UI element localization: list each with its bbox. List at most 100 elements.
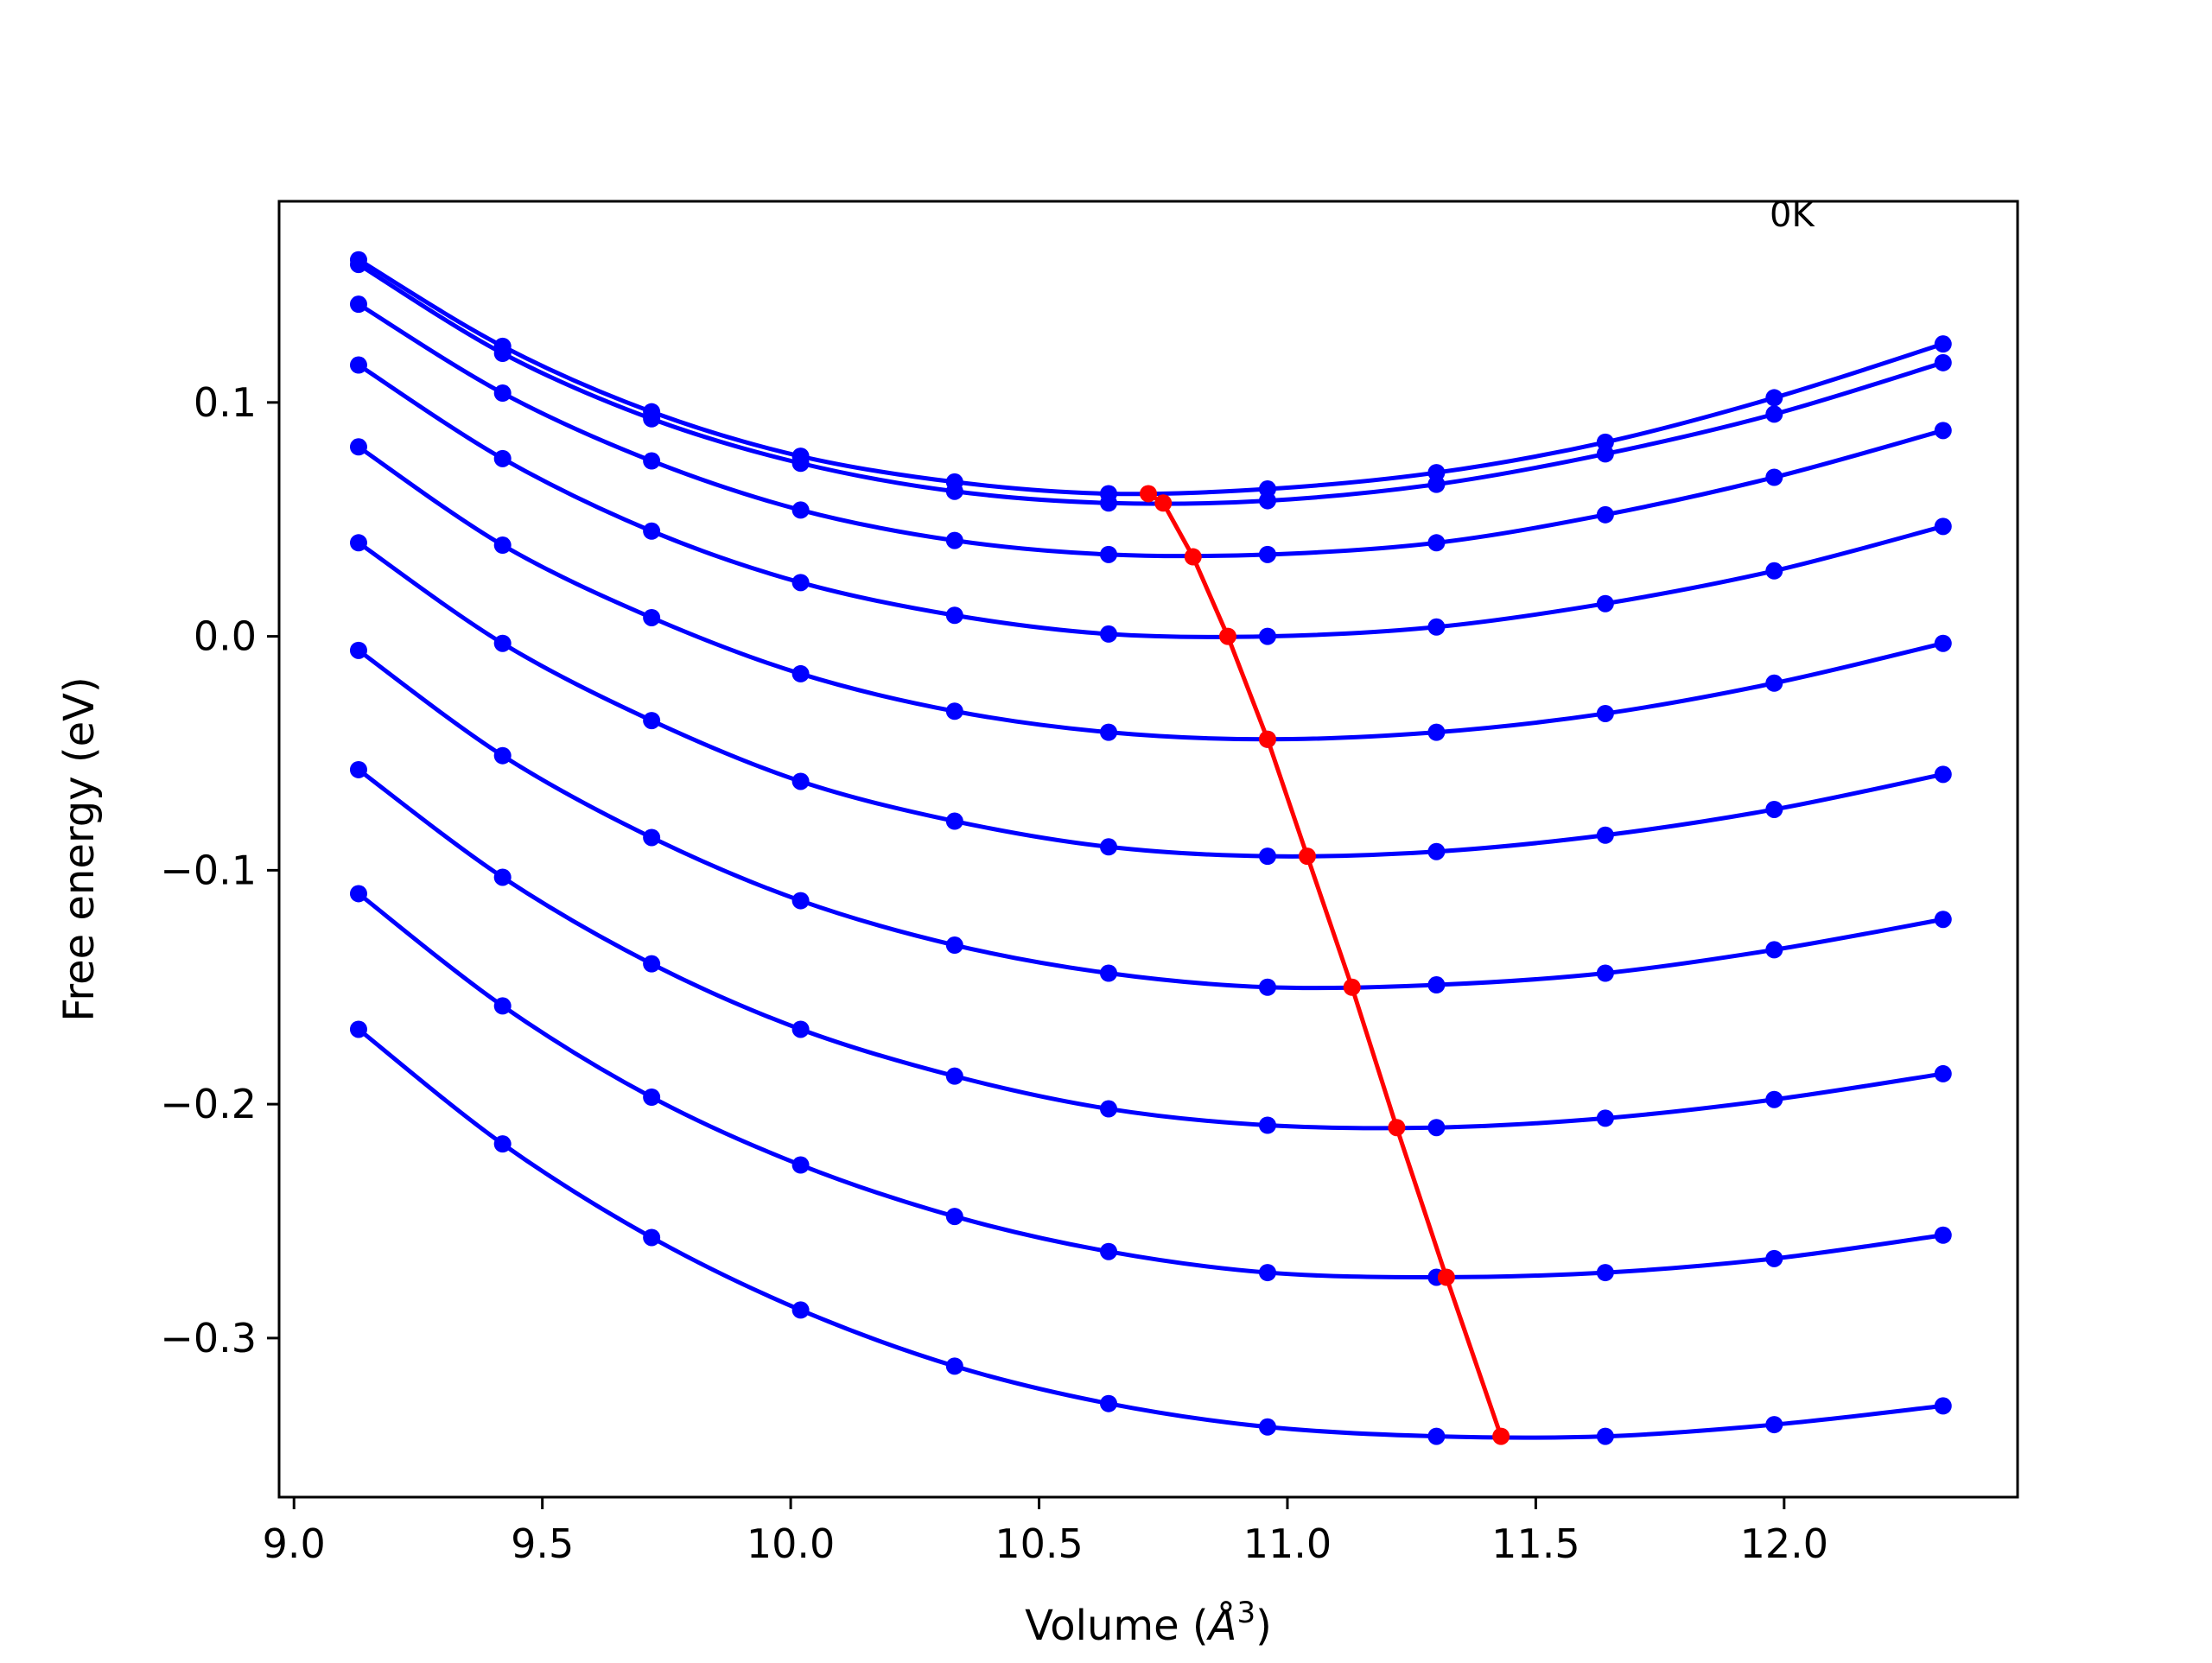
series-point [1596, 704, 1614, 722]
y-tick-label: −0.3 [160, 1315, 257, 1362]
series-point [1596, 1427, 1614, 1445]
series-point [1596, 445, 1614, 463]
series-point [1427, 842, 1446, 860]
series-point [1258, 492, 1276, 510]
series-point [349, 438, 367, 456]
x-tick-label: 11.5 [1491, 1520, 1580, 1567]
series-point [945, 812, 963, 830]
series-point [1258, 627, 1276, 645]
minimum-point [1492, 1427, 1510, 1445]
series-point [1596, 1109, 1614, 1127]
series-point [1934, 911, 1952, 929]
x-axis-title: Volume (Å3) [1025, 1596, 1272, 1650]
series-point [643, 409, 661, 428]
series-point [1934, 353, 1952, 371]
series-point [1765, 941, 1783, 959]
x-tick-label: 11.0 [1243, 1520, 1332, 1567]
series-point [1596, 964, 1614, 982]
series-point [493, 997, 512, 1015]
series-point [1765, 674, 1783, 692]
x-tick-label: 9.0 [263, 1520, 326, 1567]
series-point [1596, 826, 1614, 844]
series-point [945, 702, 963, 720]
series-point [1100, 1242, 1118, 1260]
series-point [1934, 1064, 1952, 1082]
y-tick-label: −0.1 [160, 847, 257, 893]
series-point [349, 1020, 367, 1038]
series-line-1 [357, 257, 1944, 497]
series-point [1258, 1264, 1276, 1282]
series-point [1765, 800, 1783, 818]
series-point [1765, 1090, 1783, 1108]
minimum-point [1343, 978, 1361, 996]
series-point [1934, 1226, 1952, 1244]
series-point [643, 608, 661, 626]
series-point [1765, 1249, 1783, 1267]
series-point [1934, 1397, 1952, 1415]
series-point [493, 634, 512, 652]
series-point [1427, 1119, 1446, 1137]
series-point [1258, 1116, 1276, 1134]
series-point [945, 531, 963, 549]
series-point [493, 746, 512, 765]
series-point [791, 1301, 810, 1319]
series-point [493, 384, 512, 403]
series-point [1258, 847, 1276, 866]
minimum-point [1184, 548, 1202, 566]
series-point [1934, 634, 1952, 652]
series-point [791, 501, 810, 519]
series-point [1258, 545, 1276, 563]
series-point [349, 356, 367, 374]
series-point [493, 449, 512, 467]
y-tick-label: 0.0 [194, 613, 257, 660]
series-point [1934, 765, 1952, 784]
series-point [1427, 475, 1446, 493]
series-point [493, 344, 512, 362]
series-point [1100, 964, 1118, 982]
series-point [1100, 1394, 1118, 1412]
series-point [1934, 517, 1952, 536]
series-point [1765, 1416, 1783, 1434]
series-point [349, 641, 367, 659]
x-axis-title-close: ) [1255, 1602, 1272, 1650]
series-point [643, 1089, 661, 1107]
series-point [1765, 468, 1783, 486]
series-point [493, 868, 512, 886]
y-axis-title: Free energy (eV) [55, 676, 104, 1021]
series-point [791, 772, 810, 790]
minimum-point [1140, 485, 1157, 503]
x-tick-label: 9.5 [511, 1520, 574, 1567]
series-point [1934, 335, 1952, 353]
series-point [349, 760, 367, 778]
series-point [643, 452, 661, 470]
series-point [1765, 389, 1783, 407]
x-axis-title-symbol: Å [1206, 1601, 1237, 1650]
series-point [1427, 1427, 1446, 1445]
series-point [643, 522, 661, 540]
minimum-point [1437, 1268, 1455, 1286]
series-point [791, 892, 810, 910]
series-point [1427, 976, 1446, 994]
series-point [1765, 405, 1783, 423]
axis-ticks: 9.0 9.5 10.0 10.5 11.0 11.5 12.0 −0.3 −0.2 −0.1 0.… [160, 379, 1828, 1567]
series-point [643, 712, 661, 730]
series-point [1765, 562, 1783, 580]
series-point [791, 454, 810, 473]
x-tick-label: 12.0 [1740, 1520, 1828, 1567]
series-point [945, 1067, 963, 1085]
x-axis-title-exponent: 3 [1236, 1596, 1255, 1630]
series-point [1596, 594, 1614, 613]
series-point [791, 1020, 810, 1038]
series-point [349, 256, 367, 274]
series-point [791, 664, 810, 682]
series-point [1596, 505, 1614, 524]
series-point [1100, 1100, 1118, 1118]
temperature-annotation: 0K [1770, 195, 1815, 235]
series-point [643, 1228, 661, 1247]
series-point [349, 885, 367, 903]
minimum-point [1258, 730, 1276, 748]
series-point [1427, 534, 1446, 552]
plot-frame [277, 200, 2019, 1499]
